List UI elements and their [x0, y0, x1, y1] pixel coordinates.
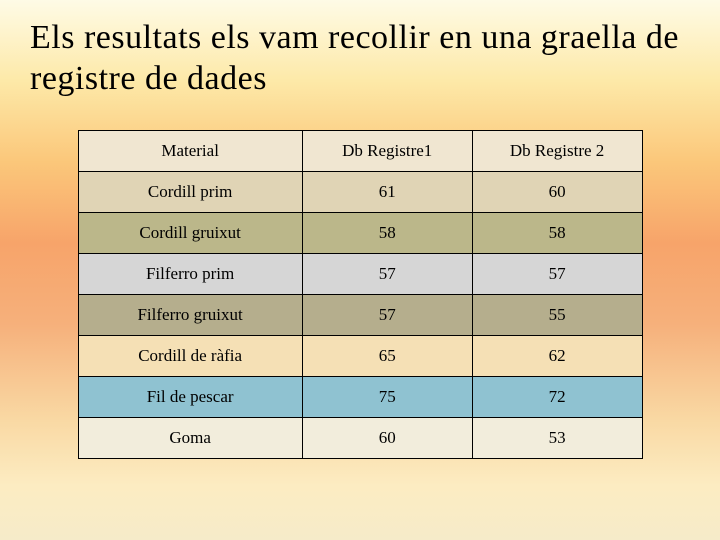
data-table: Material Db Registre1 Db Registre 2 Cord… [78, 130, 643, 459]
col-header-material: Material [78, 130, 302, 171]
table-row: Cordill gruixut 58 58 [78, 212, 642, 253]
cell-r2: 72 [472, 376, 642, 417]
cell-r2: 57 [472, 253, 642, 294]
cell-material: Cordill de ràfia [78, 335, 302, 376]
cell-r2: 62 [472, 335, 642, 376]
table-header-row: Material Db Registre1 Db Registre 2 [78, 130, 642, 171]
page-title: Els resultats els vam recollir en una gr… [0, 0, 720, 100]
cell-r1: 57 [302, 253, 472, 294]
cell-material: Filferro prim [78, 253, 302, 294]
col-header-registre2: Db Registre 2 [472, 130, 642, 171]
data-table-container: Material Db Registre1 Db Registre 2 Cord… [78, 130, 643, 459]
col-header-registre1: Db Registre1 [302, 130, 472, 171]
cell-r1: 61 [302, 171, 472, 212]
cell-material: Goma [78, 417, 302, 458]
cell-r1: 75 [302, 376, 472, 417]
table-row: Filferro prim 57 57 [78, 253, 642, 294]
cell-r2: 55 [472, 294, 642, 335]
table-row: Filferro gruixut 57 55 [78, 294, 642, 335]
cell-r2: 60 [472, 171, 642, 212]
cell-material: Cordill prim [78, 171, 302, 212]
cell-r1: 60 [302, 417, 472, 458]
table-row: Goma 60 53 [78, 417, 642, 458]
cell-r1: 57 [302, 294, 472, 335]
cell-r2: 53 [472, 417, 642, 458]
cell-r1: 58 [302, 212, 472, 253]
table-row: Cordill prim 61 60 [78, 171, 642, 212]
table-row: Fil de pescar 75 72 [78, 376, 642, 417]
cell-r1: 65 [302, 335, 472, 376]
cell-material: Fil de pescar [78, 376, 302, 417]
cell-material: Filferro gruixut [78, 294, 302, 335]
cell-r2: 58 [472, 212, 642, 253]
table-row: Cordill de ràfia 65 62 [78, 335, 642, 376]
cell-material: Cordill gruixut [78, 212, 302, 253]
